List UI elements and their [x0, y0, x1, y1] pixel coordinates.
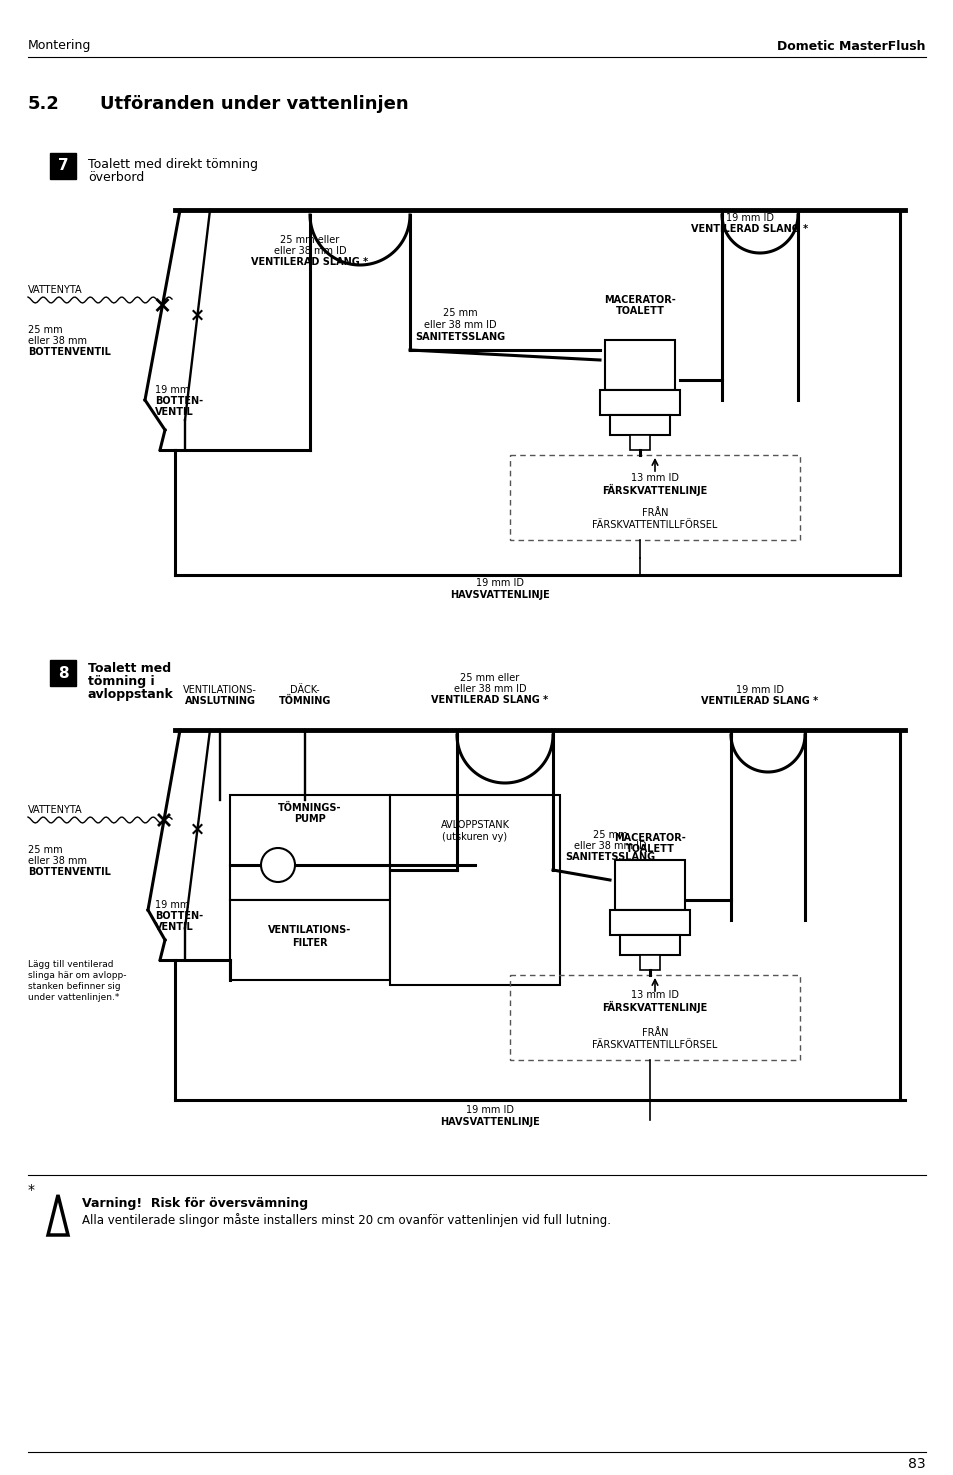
Bar: [390, 795, 559, 985]
Text: eller 38 mm ID: eller 38 mm ID: [454, 684, 526, 695]
Text: TÖMNINGS-: TÖMNINGS-: [278, 802, 341, 813]
Text: 25 mm: 25 mm: [28, 845, 63, 856]
Text: *: *: [28, 1183, 35, 1198]
Text: eller 38 mm ID: eller 38 mm ID: [274, 246, 346, 257]
Text: Dometic MasterFlush: Dometic MasterFlush: [777, 40, 925, 53]
Text: VATTENYTA: VATTENYTA: [28, 805, 83, 816]
Text: avloppstank: avloppstank: [88, 687, 173, 701]
Text: FÄRSKVATTENTILLFÖRSEL: FÄRSKVATTENTILLFÖRSEL: [592, 521, 717, 530]
Text: tömning i: tömning i: [88, 676, 154, 687]
Text: BOTTEN-: BOTTEN-: [154, 395, 203, 406]
Text: 25 mm: 25 mm: [592, 830, 627, 839]
Text: 19 mm ID: 19 mm ID: [465, 1105, 514, 1115]
Text: PUMP: PUMP: [294, 814, 326, 825]
Text: VENTIL: VENTIL: [154, 407, 193, 417]
Text: FÄRSKVATTENLINJE: FÄRSKVATTENLINJE: [601, 484, 707, 496]
Text: FILTER: FILTER: [292, 938, 328, 948]
Text: TÖMNING: TÖMNING: [278, 696, 331, 707]
Text: TOALETT: TOALETT: [615, 305, 663, 316]
Bar: [615, 860, 684, 910]
Text: VENTIL: VENTIL: [154, 922, 193, 932]
Text: !: !: [52, 1207, 63, 1227]
Text: FÄRSKVATTENLINJE: FÄRSKVATTENLINJE: [601, 1002, 707, 1013]
Text: 25 mm: 25 mm: [28, 324, 63, 335]
Text: Montering: Montering: [28, 40, 91, 53]
Text: TOALETT: TOALETT: [625, 844, 674, 854]
Text: eller 38 mm: eller 38 mm: [28, 855, 87, 866]
Text: BOTTENVENTIL: BOTTENVENTIL: [28, 867, 111, 878]
Text: VENTILERAD SLANG *: VENTILERAD SLANG *: [252, 257, 368, 267]
Text: 83: 83: [907, 1457, 925, 1471]
Bar: [230, 900, 390, 979]
Text: FRÅN: FRÅN: [641, 1028, 667, 1038]
Bar: [619, 935, 679, 954]
Bar: [50, 153, 76, 178]
Text: under vattenlinjen.*: under vattenlinjen.*: [28, 993, 119, 1002]
Text: HAVSVATTENLINJE: HAVSVATTENLINJE: [450, 590, 549, 600]
Text: SANITETSSLANG: SANITETSSLANG: [564, 853, 655, 861]
Text: FRÅN: FRÅN: [641, 507, 667, 518]
Text: 19 mm: 19 mm: [154, 385, 190, 395]
Text: VENTILERAD SLANG *: VENTILERAD SLANG *: [700, 696, 818, 707]
Text: VENTILERAD SLANG *: VENTILERAD SLANG *: [691, 224, 808, 235]
Text: VATTENYTA: VATTENYTA: [28, 285, 83, 295]
Text: Varning!  Risk för översvämning: Varning! Risk för översvämning: [82, 1198, 308, 1210]
Bar: [510, 975, 800, 1061]
Text: 19 mm ID: 19 mm ID: [725, 212, 773, 223]
Text: Toalett med direkt tömning: Toalett med direkt tömning: [88, 158, 257, 171]
Text: 25 mm: 25 mm: [442, 308, 476, 319]
Text: eller 38 mm ID: eller 38 mm ID: [423, 320, 496, 330]
Text: slinga här om avlopp-: slinga här om avlopp-: [28, 971, 127, 979]
Text: 19 mm: 19 mm: [154, 900, 190, 910]
Text: VENTILATIONS-: VENTILATIONS-: [183, 684, 256, 695]
Text: SANITETSSLANG: SANITETSSLANG: [415, 332, 504, 342]
Text: 7: 7: [57, 158, 69, 174]
Text: Utföranden under vattenlinjen: Utföranden under vattenlinjen: [100, 94, 408, 114]
Text: BOTTEN-: BOTTEN-: [154, 912, 203, 920]
Text: 19 mm ID: 19 mm ID: [476, 578, 523, 589]
Text: (utskuren vy): (utskuren vy): [442, 832, 507, 842]
Bar: [604, 341, 675, 389]
Text: 8: 8: [57, 665, 69, 680]
Bar: [609, 414, 669, 435]
Bar: [629, 435, 649, 450]
Text: MACERATOR-: MACERATOR-: [603, 295, 675, 305]
Text: överbord: överbord: [88, 171, 144, 184]
Text: 13 mm ID: 13 mm ID: [630, 990, 679, 1000]
Text: 19 mm ID: 19 mm ID: [735, 684, 783, 695]
Bar: [639, 954, 659, 971]
Text: 5.2: 5.2: [28, 94, 60, 114]
Text: VENTILATIONS-: VENTILATIONS-: [268, 925, 352, 935]
Text: MACERATOR-: MACERATOR-: [614, 833, 685, 844]
Text: HAVSVATTENLINJE: HAVSVATTENLINJE: [439, 1117, 539, 1127]
Text: 13 mm ID: 13 mm ID: [630, 473, 679, 482]
Bar: [609, 910, 689, 935]
Text: ANSLUTNING: ANSLUTNING: [184, 696, 255, 707]
Text: 25 mm eller: 25 mm eller: [460, 673, 519, 683]
Bar: [230, 795, 390, 900]
Text: DÄCK-: DÄCK-: [290, 684, 319, 695]
Text: FÄRSKVATTENTILLFÖRSEL: FÄRSKVATTENTILLFÖRSEL: [592, 1040, 717, 1050]
Bar: [599, 389, 679, 414]
Text: stanken befinner sig: stanken befinner sig: [28, 982, 120, 991]
Text: eller 38 mm ID: eller 38 mm ID: [573, 841, 645, 851]
Text: Lägg till ventilerad: Lägg till ventilerad: [28, 960, 113, 969]
Bar: [510, 454, 800, 540]
Text: Alla ventilerade slingor måste installers minst 20 cm ovanför vattenlinjen vid f: Alla ventilerade slingor måste installer…: [82, 1212, 610, 1227]
Polygon shape: [48, 1195, 68, 1235]
Circle shape: [261, 848, 294, 882]
Text: eller 38 mm: eller 38 mm: [28, 336, 87, 347]
Text: BOTTENVENTIL: BOTTENVENTIL: [28, 347, 111, 357]
Text: 25 mm eller: 25 mm eller: [280, 235, 339, 245]
Text: AVLOPPSTANK: AVLOPPSTANK: [440, 820, 509, 830]
Bar: [50, 659, 76, 686]
Text: VENTILERAD SLANG *: VENTILERAD SLANG *: [431, 695, 548, 705]
Text: Toalett med: Toalett med: [88, 662, 171, 676]
